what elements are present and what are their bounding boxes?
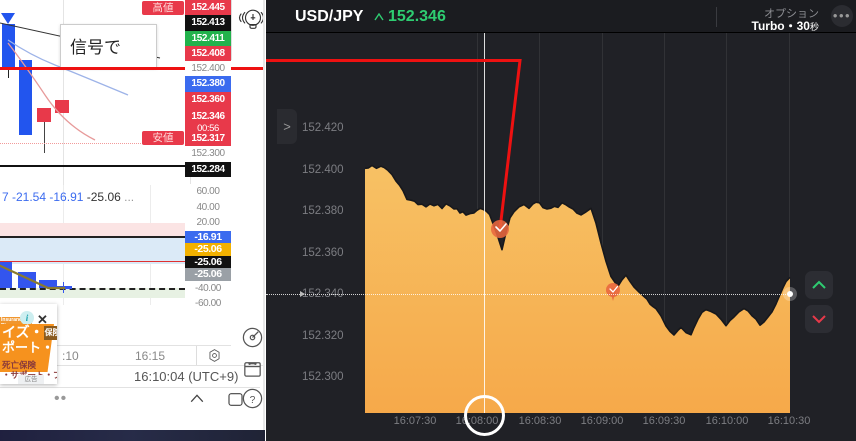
svg-text:?: ?: [250, 394, 256, 406]
